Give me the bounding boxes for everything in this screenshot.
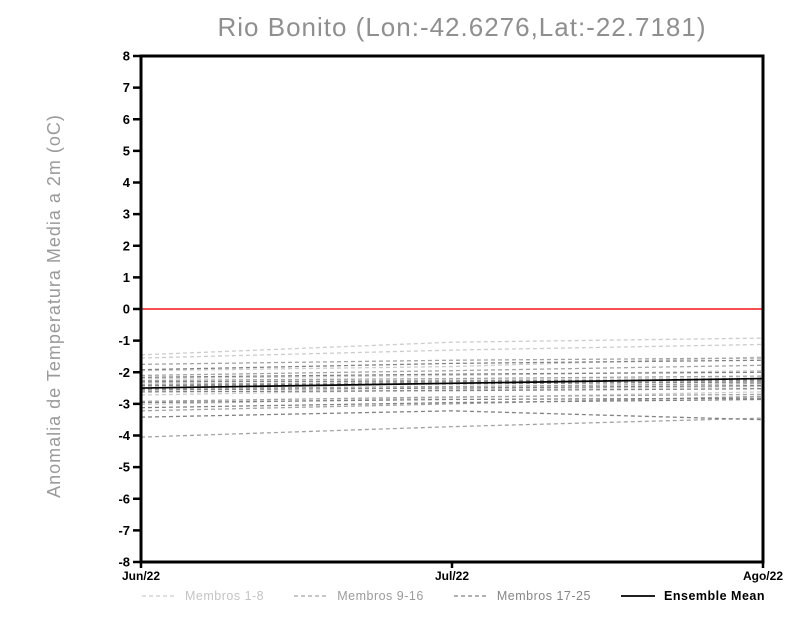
y-tick-label: 8	[123, 49, 130, 64]
legend-item: Membros 17-25	[453, 589, 591, 603]
ensemble-member-line	[140, 343, 764, 359]
ensemble-member-line	[140, 410, 764, 421]
y-tick-label: -2	[118, 365, 130, 380]
ensemble-member-line	[140, 371, 764, 378]
legend-item: Membros 9-16	[293, 589, 424, 603]
y-tick-label: -8	[118, 555, 130, 570]
y-tick-label: -6	[118, 491, 130, 506]
y-tick-label: -7	[118, 523, 130, 538]
legend-dashed-line-sample	[453, 595, 488, 597]
y-tick-label: 4	[123, 175, 131, 190]
y-tick-label: 3	[123, 207, 130, 222]
x-tick-label: Jun/22	[122, 569, 160, 583]
y-tick-label: -1	[118, 333, 130, 348]
legend-label: Membros 9-16	[337, 589, 424, 603]
x-tick-label: Jul/22	[435, 569, 469, 583]
legend-label: Membros 17-25	[496, 589, 591, 603]
legend: Membros 1-8 Membros 9-16 Membros 17-25 Ense…	[141, 587, 765, 605]
legend-label: Ensemble Mean	[664, 589, 765, 603]
ensemble-member-line	[140, 377, 764, 384]
ensemble-member-line	[140, 375, 764, 382]
y-tick-label: 1	[123, 270, 130, 285]
ensemble-member-line	[140, 384, 764, 391]
ensemble-member-line	[140, 356, 764, 372]
ensemble-member-line	[140, 379, 764, 385]
y-tick-label: 0	[123, 302, 130, 317]
ensemble-member-line	[140, 388, 764, 393]
ensemble-member-line	[140, 382, 764, 390]
legend-label: Membros 1-8	[185, 589, 265, 603]
legend-dashed-line-sample	[142, 595, 176, 597]
ensemble-member-line	[140, 397, 764, 404]
y-tick-label: -5	[118, 460, 130, 475]
ensemble-member-line	[140, 359, 764, 371]
ensemble-member-line	[140, 357, 764, 365]
ensemble-member-line	[140, 417, 764, 438]
y-tick-label: -4	[118, 428, 130, 443]
ensemble-member-line	[140, 385, 764, 396]
ensemble-member-line	[140, 364, 764, 377]
y-tick-label: 5	[123, 143, 130, 158]
y-tick-label: 2	[123, 238, 130, 253]
y-tick-label: -3	[118, 396, 130, 411]
ensemble-member-line	[140, 398, 764, 409]
y-tick-label: 7	[123, 80, 130, 95]
chart-title: Rio Bonito (Lon:-42.6276,Lat:-22.7181)	[217, 12, 707, 42]
ensemble-member-line	[140, 393, 764, 402]
x-tick-label: Ago/22	[743, 569, 783, 583]
legend-solid-line-sample	[621, 595, 656, 597]
legend-item: Ensemble Mean	[620, 589, 765, 603]
ensemble-member-line	[140, 337, 764, 356]
ensemble-mean-line	[140, 377, 764, 389]
legend-item: Membros 1-8	[141, 589, 264, 603]
legend-dashed-line-sample	[294, 595, 329, 597]
y-tick-label: 6	[123, 112, 130, 127]
